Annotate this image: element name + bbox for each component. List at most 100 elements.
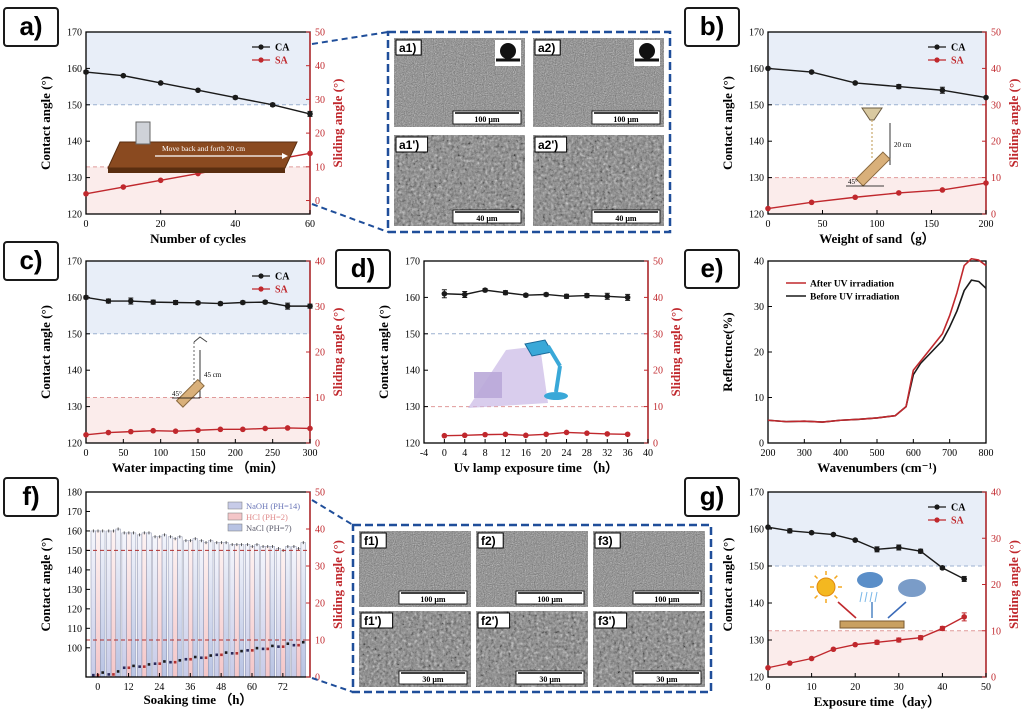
superhydrophobic-zone (86, 261, 310, 334)
sa-point (286, 642, 290, 645)
scale-bar-label: 40 μm (615, 214, 637, 223)
sa-point (255, 646, 259, 650)
x-tick-label: 20 (850, 682, 860, 693)
data-point-sa (195, 427, 201, 434)
sample (474, 372, 502, 398)
series-line-sa (444, 431, 628, 437)
data-point-ca (896, 544, 902, 551)
x-tick-label: 700 (942, 448, 957, 459)
y2-tick-label: 20 (653, 366, 663, 377)
y2-tick-label: 50 (991, 28, 1001, 39)
sem-label: f2) (481, 534, 496, 548)
x-tick-label: 60 (247, 682, 257, 693)
x-tick-label: 72 (278, 682, 288, 693)
y2-tick-label: 0 (991, 210, 996, 221)
bar (183, 540, 189, 678)
uv-lamp-illustration (468, 339, 568, 408)
x-tick-label: 0 (84, 448, 89, 459)
y2-tick-label: 0 (315, 439, 320, 450)
y2-tick-label: 40 (315, 61, 325, 72)
data-point-ca (584, 292, 590, 299)
y2-tick-label: 30 (653, 329, 663, 340)
bar (121, 532, 127, 678)
y2-axis-label: Sliding angle (°) (330, 308, 345, 397)
bar (130, 532, 137, 678)
x-tick-label: 40 (230, 219, 240, 230)
bar (167, 536, 174, 678)
chart-c: 120 130 140 150 160 170 Contact angle (°) 0 10 20… (38, 257, 345, 476)
data-point-ca (172, 299, 179, 306)
data-point-sa (604, 431, 611, 437)
data-point-sa (284, 425, 291, 431)
y-tick-label: 100 (67, 643, 82, 654)
data-point-ca (482, 287, 488, 293)
y2-tick-label: 40 (653, 293, 663, 304)
data-point-ca (83, 294, 89, 301)
data-point-sa (852, 194, 858, 201)
panel-label-d: d) (335, 249, 391, 289)
sa-point (240, 649, 243, 653)
y-axis-label: Contact angle (°) (376, 305, 391, 399)
y2-axis-label: Sliding angle (°) (668, 308, 683, 397)
data-point-sa (307, 425, 313, 432)
data-point-sa (217, 426, 224, 433)
x-tick-label: 24 (154, 682, 164, 693)
arrow-sun (837, 601, 857, 619)
sa-point (230, 652, 234, 655)
y2-tick-label: 40 (991, 488, 1001, 499)
data-point-sa (584, 430, 590, 436)
data-point-sa (939, 187, 946, 193)
lamp-arm (554, 365, 562, 393)
legend-label: NaOH (PH=14) (246, 501, 300, 511)
y-tick-label: 160 (749, 525, 764, 536)
y-tick-label: 170 (749, 28, 764, 39)
data-point-ca (240, 299, 246, 306)
sem-label-box (477, 532, 504, 549)
bar (187, 540, 194, 678)
x-tick-label: 48 (216, 682, 226, 693)
y-tick-label: 20 (754, 348, 764, 359)
y2-axis-label: Sliding angle (°) (1006, 540, 1021, 629)
sem-label-box (395, 39, 422, 56)
sa-point (200, 656, 203, 660)
data-point-ca (604, 293, 611, 300)
weight-block (135, 121, 151, 145)
legend-marker-ca (258, 273, 264, 279)
y-tick-label: 180 (67, 488, 82, 499)
y2-tick-label: 10 (315, 393, 325, 404)
legend-label-sa: SA (951, 516, 965, 527)
data-point-sa (150, 427, 156, 434)
sem-label: f2') (481, 614, 499, 628)
y-tick-label: 0 (759, 439, 764, 450)
data-point-ca (269, 102, 276, 108)
data-point-ca (120, 72, 127, 79)
sa-point (189, 657, 192, 661)
legend-marker-ca (934, 44, 940, 50)
y-tick-label: 110 (67, 624, 82, 635)
bar (95, 530, 101, 678)
x-tick-label: 36 (623, 448, 633, 459)
legend-label-ca: CA (951, 43, 966, 54)
panel-label-a: a) (3, 7, 59, 47)
data-point-ca (157, 80, 164, 86)
y-tick-label: 160 (67, 293, 82, 304)
x-tick-label: 40 (643, 448, 653, 459)
bar (100, 530, 106, 678)
legend-label-ca: CA (951, 503, 966, 514)
sem-label-box (594, 612, 628, 629)
x-tick-label: 0 (766, 219, 771, 230)
chart-g: 120 130 140 150 160 170 Contact angle (°) 0 10 20… (720, 488, 1021, 709)
x-axis-label: Water impacting time （min） (112, 460, 284, 475)
series-line-ca (767, 526, 965, 580)
data-point-ca (105, 298, 112, 304)
legend-swatch (227, 523, 243, 532)
legend-swatch (227, 501, 243, 510)
scale-bar-box (591, 110, 661, 125)
y-tick-label: 130 (749, 173, 764, 184)
bar (300, 542, 306, 678)
legend-label: After UV irradiation (810, 280, 895, 290)
sem-label: f3) (598, 534, 613, 548)
scale-bar-label: 100 μm (654, 595, 680, 604)
data-point-ca (83, 69, 89, 75)
x-tick-label: 20 (156, 219, 166, 230)
